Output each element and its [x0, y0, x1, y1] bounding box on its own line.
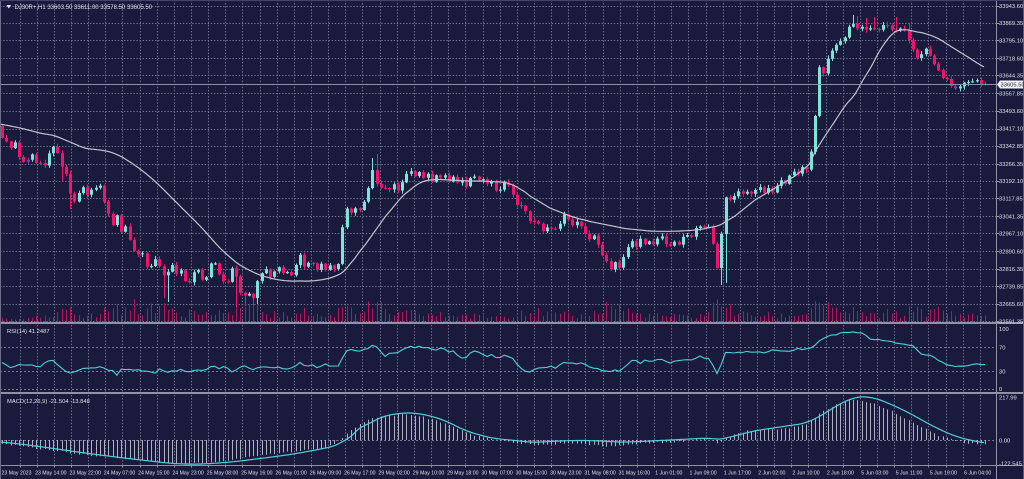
svg-text:0.00: 0.00	[999, 438, 1010, 444]
svg-text:30 May 07:00: 30 May 07:00	[481, 471, 513, 477]
svg-text:33266.35: 33266.35	[999, 162, 1023, 168]
svg-text:33192.10: 33192.10	[999, 179, 1023, 185]
svg-text:100: 100	[999, 327, 1009, 333]
svg-text:24 May 23:00: 24 May 23:00	[172, 471, 204, 477]
svg-text:2 Jun 18:00: 2 Jun 18:00	[827, 471, 854, 477]
svg-text:2 Jun 10:00: 2 Jun 10:00	[793, 471, 820, 477]
svg-text:29 May 18:00: 29 May 18:00	[447, 471, 479, 477]
svg-text:1 Jun 17:00: 1 Jun 17:00	[724, 471, 751, 477]
svg-text:25 May 08:00: 25 May 08:00	[207, 471, 239, 477]
svg-text:33417.10: 33417.10	[999, 127, 1023, 133]
svg-text:DJ30R+,H1 33603.50 33611.00 3: DJ30R+,H1 33603.50 33611.00 33578.50 336…	[15, 5, 153, 11]
svg-text:217.99: 217.99	[999, 396, 1017, 402]
svg-text:31 May 16:00: 31 May 16:00	[619, 471, 651, 477]
svg-text:30: 30	[999, 370, 1005, 376]
svg-text:25 May 16:00: 25 May 16:00	[241, 471, 273, 477]
svg-text:70: 70	[999, 346, 1005, 352]
svg-text:23 May 2023: 23 May 2023	[2, 471, 32, 477]
svg-text:5 Jun 19:00: 5 Jun 19:00	[930, 471, 957, 477]
svg-text:6 Jun 04:00: 6 Jun 04:00	[964, 471, 991, 477]
svg-text:32591.35: 32591.35	[999, 319, 1023, 325]
svg-text:1 Jun 09:00: 1 Jun 09:00	[690, 471, 717, 477]
svg-text:30 May 23:00: 30 May 23:00	[550, 471, 582, 477]
svg-text:29 May 10:00: 29 May 10:00	[413, 471, 445, 477]
svg-text:5 Jun 03:00: 5 Jun 03:00	[861, 471, 888, 477]
svg-text:26 May 17:00: 26 May 17:00	[344, 471, 376, 477]
svg-text:MACD(12,26,9) -21.504 -13.848: MACD(12,26,9) -21.504 -13.848	[7, 399, 90, 405]
svg-text:32816.35: 32816.35	[999, 267, 1023, 273]
svg-text:23 May 14:00: 23 May 14:00	[35, 471, 67, 477]
svg-text:33567.85: 33567.85	[999, 92, 1023, 98]
svg-text:26 May 01:00: 26 May 01:00	[275, 471, 307, 477]
svg-text:33493.60: 33493.60	[999, 109, 1023, 115]
svg-text:32739.85: 32739.85	[999, 285, 1023, 291]
svg-text:33644.35: 33644.35	[999, 74, 1023, 80]
svg-text:29 May 02:00: 29 May 02:00	[378, 471, 410, 477]
svg-text:33718.60: 33718.60	[999, 56, 1023, 62]
svg-text:30 May 15:00: 30 May 15:00	[516, 471, 548, 477]
svg-text:33041.35: 33041.35	[999, 214, 1023, 220]
svg-text:1 Jun 01:00: 1 Jun 01:00	[655, 471, 682, 477]
svg-text:2 Jun 02:00: 2 Jun 02:00	[758, 471, 785, 477]
svg-text:33943.60: 33943.60	[999, 4, 1023, 10]
svg-text:33605.50: 33605.50	[1001, 83, 1024, 89]
svg-text:33117.85: 33117.85	[999, 197, 1023, 203]
svg-text:32890.60: 32890.60	[999, 250, 1023, 256]
svg-text:-122.545: -122.545	[999, 461, 1022, 467]
svg-text:33869.35: 33869.35	[999, 21, 1023, 27]
svg-text:RSI(14) 41.2487: RSI(14) 41.2487	[7, 329, 50, 335]
svg-text:33795.10: 33795.10	[999, 39, 1023, 45]
svg-text:0: 0	[999, 387, 1002, 393]
svg-text:31 May 08:00: 31 May 08:00	[584, 471, 616, 477]
svg-text:5 Jun 11:00: 5 Jun 11:00	[896, 471, 923, 477]
svg-text:32665.60: 32665.60	[999, 302, 1023, 308]
svg-text:24 May 15:00: 24 May 15:00	[138, 471, 170, 477]
svg-text:32967.10: 32967.10	[999, 232, 1023, 238]
svg-text:33342.85: 33342.85	[999, 144, 1023, 150]
svg-text:26 May 09:00: 26 May 09:00	[310, 471, 342, 477]
svg-text:23 May 22:00: 23 May 22:00	[69, 471, 101, 477]
svg-text:24 May 07:00: 24 May 07:00	[104, 471, 136, 477]
